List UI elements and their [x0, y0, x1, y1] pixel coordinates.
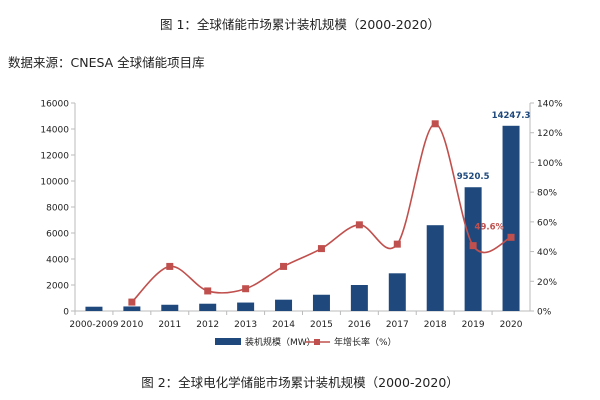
bar	[161, 304, 179, 311]
left-tick-label: 2000	[46, 282, 69, 292]
x-tick-label: 2015	[310, 320, 333, 330]
left-tick-label: 8000	[46, 204, 69, 214]
right-tick-label: 120%	[537, 129, 563, 139]
right-tick-label: 140%	[537, 100, 563, 110]
right-tick-label: 80%	[537, 189, 557, 199]
legend-bar-swatch	[215, 338, 241, 345]
x-tick-label: 2010	[120, 320, 143, 330]
bar	[502, 125, 520, 312]
growth-marker	[469, 242, 477, 250]
legend-line-label: 年增长率（%）	[334, 336, 397, 348]
x-tick-label: 2000-2009	[69, 320, 118, 330]
line-data-label: 49.6%	[475, 222, 505, 232]
growth-marker	[204, 287, 212, 295]
figure-1-title: 图 1：全球储能市场累计装机规模（2000-2020）	[159, 17, 441, 32]
left-tick-label: 4000	[46, 256, 69, 266]
bar	[199, 303, 217, 311]
growth-marker	[280, 262, 288, 270]
data-source: 数据来源：CNESA 全球储能项目库	[8, 55, 205, 70]
x-tick-label: 2011	[158, 320, 181, 330]
bar	[85, 306, 103, 311]
left-tick-label: 10000	[40, 178, 69, 188]
x-tick-label: 2016	[348, 320, 371, 330]
x-tick-label: 2018	[424, 320, 447, 330]
right-tick-label: 20%	[537, 278, 557, 288]
x-tick-label: 2014	[272, 320, 295, 330]
legend-line-marker	[314, 339, 320, 345]
left-tick-label: 12000	[40, 152, 69, 162]
legend-bar-label: 装机规模（MW）	[245, 336, 316, 348]
right-tick-label: 0%	[537, 308, 552, 318]
bar	[312, 294, 330, 311]
growth-marker	[166, 262, 174, 270]
growth-marker	[317, 245, 325, 253]
left-tick-label: 6000	[46, 230, 69, 240]
left-tick-label: 14000	[40, 126, 69, 136]
growth-marker	[507, 233, 515, 241]
growth-marker	[242, 285, 250, 293]
x-tick-label: 2012	[196, 320, 219, 330]
right-tick-label: 60%	[537, 218, 557, 228]
x-tick-label: 2017	[386, 320, 409, 330]
bar	[237, 302, 255, 311]
left-tick-label: 0	[63, 308, 69, 318]
bar	[350, 285, 368, 311]
right-tick-label: 100%	[537, 159, 563, 169]
growth-marker	[393, 240, 401, 248]
bar	[275, 299, 293, 311]
bar-data-label: 9520.5	[457, 172, 490, 182]
x-tick-label: 2020	[500, 320, 523, 330]
growth-marker	[355, 221, 363, 229]
x-tick-label: 2013	[234, 320, 257, 330]
bar	[426, 225, 444, 311]
bar	[388, 273, 406, 311]
left-tick-label: 16000	[40, 100, 69, 110]
x-tick-label: 2019	[462, 320, 485, 330]
growth-marker	[128, 298, 136, 306]
growth-line	[131, 122, 512, 303]
bar-data-label: 14247.3	[492, 111, 531, 121]
bar	[123, 306, 141, 311]
figure-2-title: 图 2：全球电化学储能市场累计装机规模（2000-2020）	[141, 375, 459, 390]
right-tick-label: 40%	[537, 248, 557, 258]
growth-marker	[431, 120, 439, 128]
